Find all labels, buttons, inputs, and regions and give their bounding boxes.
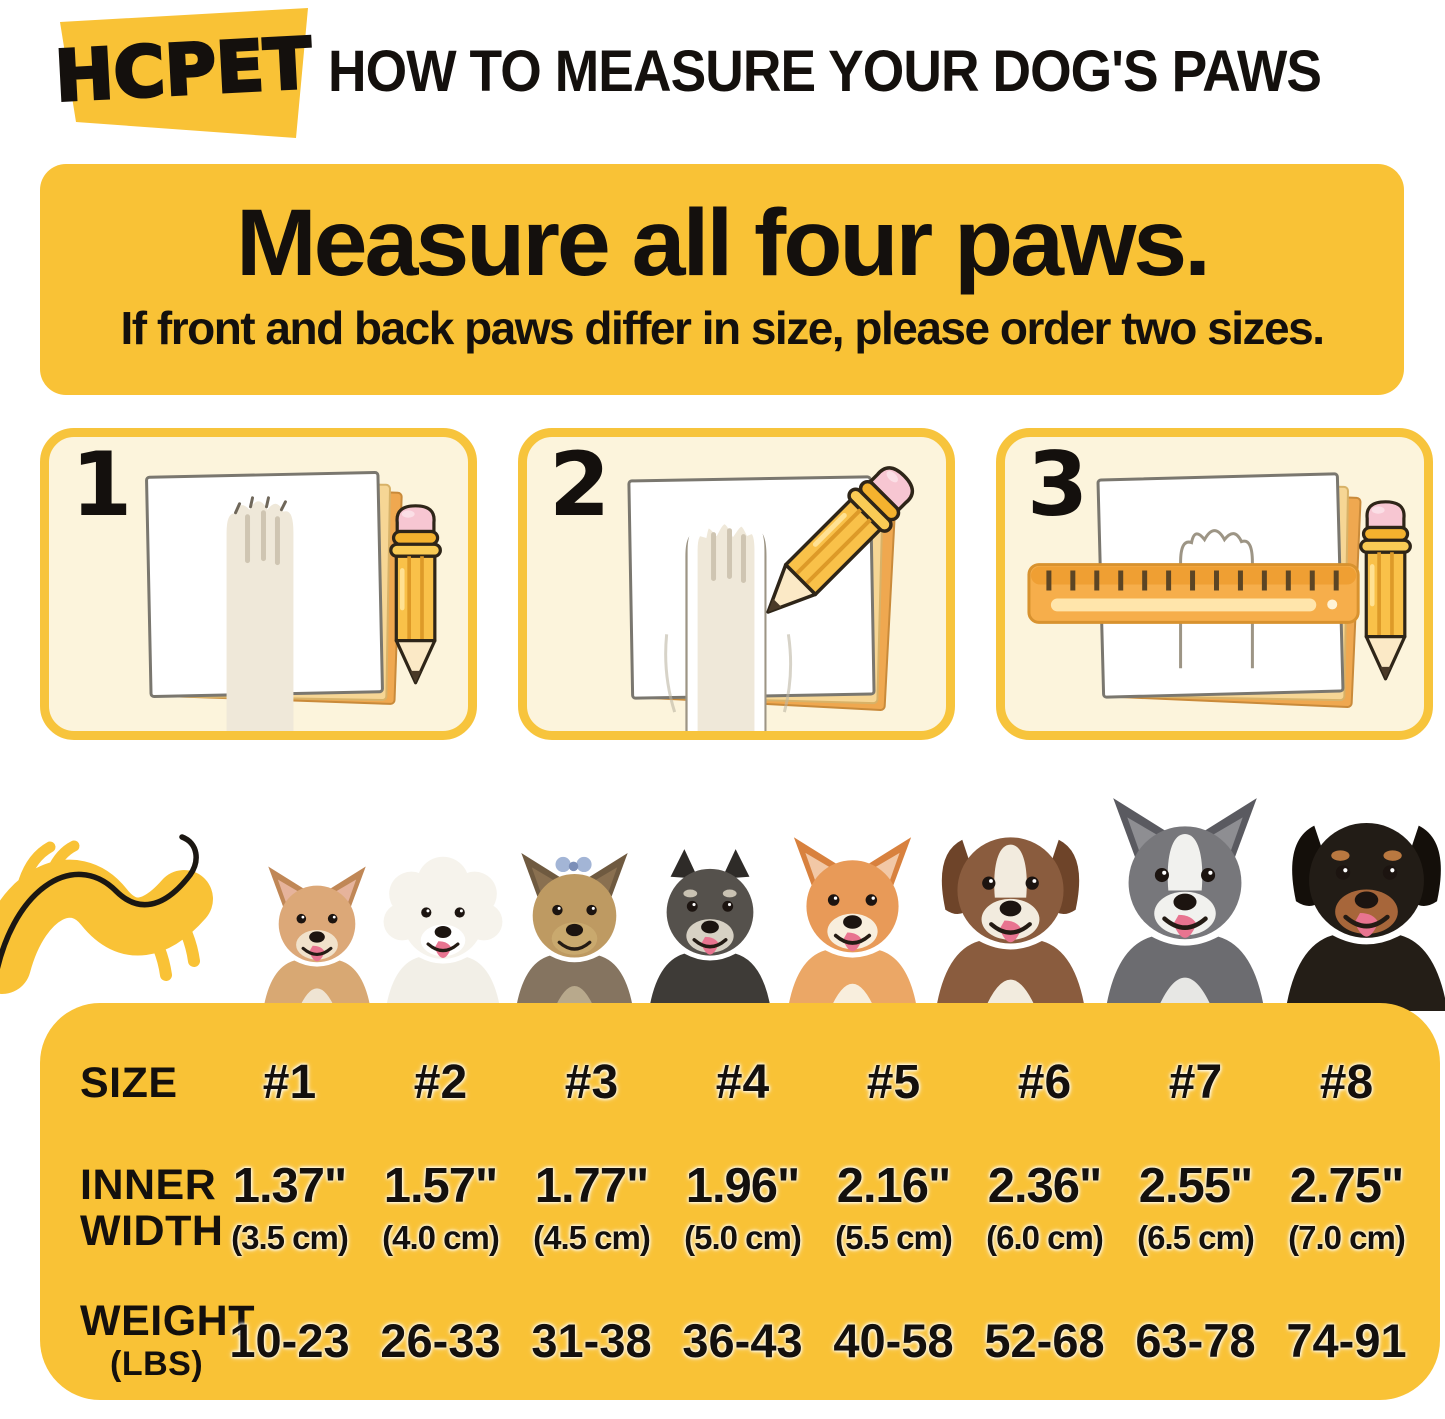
step2-trace-paw-illustration (627, 466, 915, 731)
paw-outline (1179, 529, 1254, 669)
dog-yorkshire-terrier (508, 849, 641, 1011)
step-card-2: 2 (518, 428, 955, 740)
pencil-tracing (766, 466, 915, 614)
dog-miniature-schnauzer (641, 843, 779, 1011)
size-chart-panel: SIZE #1 #2 #3 #4 #5 #6 #7 #8 INNER WIDTH 1.37" (… (40, 1003, 1440, 1400)
bichon-frise-photo (383, 856, 503, 1011)
pencil (1359, 500, 1412, 681)
inner-width-cm: (6.5 cm) (1137, 1219, 1255, 1256)
inner-width-cm: (4.0 cm) (382, 1219, 500, 1256)
size-col-3: #3 (564, 1056, 619, 1109)
size-col-8: #8 (1319, 1056, 1374, 1109)
inner-width-inches: 1.37" (232, 1159, 348, 1213)
australian-shepherd-photo (935, 837, 1086, 1011)
step-number: 1 (71, 433, 133, 536)
weight-col-1: 10-23 (229, 1314, 350, 1367)
size-col-4: #4 (715, 1056, 770, 1109)
hcpet-logo-badge: HCPET (51, 8, 316, 138)
dog-shiba-inu (779, 833, 926, 1011)
dog-breeds-row (256, 789, 1445, 1011)
hcpet-logo: HCPET (44, 2, 328, 144)
banner-subheadline: If front and back paws differ in size, p… (120, 302, 1326, 354)
weight-col-4: 36-43 (682, 1314, 803, 1367)
inner-width-inches: 1.77" (534, 1159, 650, 1213)
inner-width-col-3: 1.77" (4.5 cm) (516, 1159, 667, 1256)
chihuahua-photo (263, 866, 371, 1011)
inner-width-col-8: 2.75" (7.0 cm) (1271, 1159, 1422, 1256)
inner-width-cm: (4.5 cm) (533, 1219, 651, 1256)
size-col-2: #2 (413, 1056, 468, 1109)
swoosh-doodle-icon (0, 834, 213, 994)
measure-banner: Measure all four paws. If front and back… (40, 164, 1404, 395)
inner-width-cm: (5.0 cm) (684, 1219, 802, 1256)
inner-width-inches: 1.57" (383, 1159, 499, 1213)
inner-width-col-5: 2.16" (5.5 cm) (818, 1159, 969, 1256)
dog-australian-shepherd (926, 806, 1095, 1011)
weight-row-label: WEIGHT (LBS) (80, 1296, 255, 1384)
alaskan-malamute-photo (1105, 798, 1265, 1011)
rottweiler-photo (1285, 822, 1445, 1011)
size-col-6: #6 (1017, 1056, 1072, 1109)
weight-col-6: 52-68 (984, 1314, 1105, 1367)
step-number: 3 (1027, 433, 1089, 536)
size-col-7: #7 (1168, 1056, 1223, 1109)
yorkshire-terrier-photo (515, 853, 634, 1011)
weight-col-8: 74-91 (1286, 1314, 1407, 1367)
size-col-1: #1 (262, 1056, 317, 1109)
inner-width-inches: 2.75" (1289, 1159, 1405, 1213)
logo-text: HCPET (53, 22, 314, 117)
weight-col-7: 63-78 (1135, 1314, 1256, 1367)
pencil (389, 504, 442, 685)
weight-col-5: 40-58 (833, 1314, 954, 1367)
inner-width-col-6: 2.36" (6.0 cm) (969, 1159, 1120, 1256)
inner-width-col-7: 2.55" (6.5 cm) (1120, 1159, 1271, 1256)
dog-paw (226, 496, 294, 731)
step1-paw-on-paper-illustration (145, 471, 442, 731)
weight-col-3: 31-38 (531, 1314, 652, 1367)
weight-col-2: 26-33 (380, 1314, 501, 1367)
dog-chihuahua (256, 863, 378, 1011)
dog-bichon-frise (378, 853, 508, 1011)
inner-width-cm: (5.5 cm) (835, 1219, 953, 1256)
step3-ruler-measure-illustration (1027, 472, 1412, 708)
banner-headline: Measure all four paws. (236, 190, 1211, 296)
inner-width-cm: (7.0 cm) (1288, 1219, 1406, 1256)
page-title: HOW TO MEASURE YOUR DOG'S PAWS (328, 39, 1322, 104)
miniature-schnauzer-photo (648, 849, 772, 1011)
inner-width-col-2: 1.57" (4.0 cm) (365, 1159, 516, 1256)
shiba-inu-photo (787, 837, 918, 1011)
measurement-steps: 1 (40, 428, 1433, 740)
inner-width-row-label: INNER WIDTH (80, 1160, 224, 1255)
dog-alaskan-malamute (1095, 793, 1275, 1011)
inner-width-inches: 2.36" (987, 1159, 1103, 1213)
dog-rottweiler (1275, 789, 1445, 1011)
inner-width-col-1: 1.37" (3.5 cm) (214, 1159, 365, 1256)
dog-paw-traced (664, 514, 793, 731)
inner-width-inches: 2.55" (1138, 1159, 1254, 1213)
inner-width-col-4: 1.96" (5.0 cm) (667, 1159, 818, 1256)
inner-width-inches: 1.96" (685, 1159, 801, 1213)
paper-stack (145, 471, 403, 705)
ruler (1027, 563, 1360, 624)
size-row-label: SIZE (80, 1058, 178, 1107)
inner-width-inches: 2.16" (836, 1159, 952, 1213)
step-card-1: 1 (40, 428, 477, 740)
step-card-3: 3 (996, 428, 1433, 740)
inner-width-cm: (6.0 cm) (986, 1219, 1104, 1256)
size-col-5: #5 (866, 1056, 921, 1109)
step-number: 2 (549, 433, 611, 536)
inner-width-cm: (3.5 cm) (231, 1219, 349, 1256)
